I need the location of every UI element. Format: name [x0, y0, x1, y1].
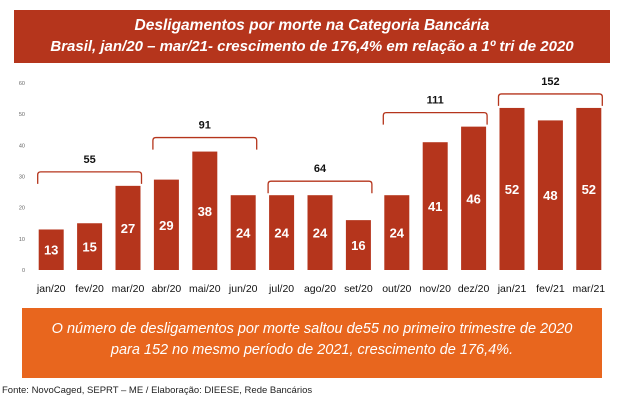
chart-title-banner: Desligamentos por morte na Categoria Ban…: [14, 10, 610, 63]
bar: [537, 120, 563, 271]
bar-value-label: 41: [428, 199, 442, 214]
bar-value-label: 48: [543, 188, 557, 203]
bar-value-label: 13: [44, 243, 58, 258]
y-tick-label: 0: [22, 268, 25, 274]
x-tick-label: set/20: [344, 283, 373, 295]
bar: [576, 107, 602, 270]
bar: [307, 195, 333, 270]
quarter-total-label: 111: [427, 95, 444, 107]
bar: [153, 179, 179, 270]
bar: [422, 142, 448, 270]
bar: [345, 220, 371, 270]
bar: [38, 229, 64, 270]
y-tick-label: 40: [19, 143, 25, 149]
y-tick-label: 30: [19, 175, 25, 181]
bar: [461, 126, 487, 270]
bar-value-label: 24: [274, 226, 289, 241]
quarter-total-label: 55: [83, 154, 95, 166]
summary-line-1: O número de desligamentos por morte salt…: [51, 321, 573, 337]
x-tick-label: dez/20: [458, 283, 490, 295]
x-tick-label: jul/20: [268, 283, 294, 295]
bar-value-label: 16: [351, 238, 365, 253]
bar: [384, 195, 410, 270]
bar-value-label: 52: [582, 182, 596, 197]
source-note: Fonte: NovoCaged, SEPRT – ME / Elaboraçã…: [2, 385, 313, 396]
bar-value-label: 29: [159, 218, 173, 233]
bar-value-label: 27: [121, 221, 135, 236]
y-tick-label: 50: [19, 112, 25, 118]
bar: [192, 151, 218, 270]
x-tick-label: mai/20: [189, 283, 221, 295]
bar-value-label: 46: [466, 191, 480, 206]
bar: [269, 195, 295, 270]
bar: [77, 223, 103, 270]
bar-value-label: 24: [236, 226, 251, 241]
bar-value-label: 15: [82, 240, 96, 255]
quarter-bracket: [497, 93, 603, 106]
x-tick-label: out/20: [382, 283, 411, 295]
bar: [115, 185, 141, 270]
x-tick-label: fev/21: [536, 283, 565, 295]
summary-line-2: para 152 no mesmo período de 2021, cresc…: [110, 342, 514, 358]
quarter-total-label: 91: [199, 120, 211, 132]
bar-value-label: 52: [505, 182, 519, 197]
chart-title: Desligamentos por morte na Categoria Ban…: [134, 17, 490, 34]
quarter-total-label: 64: [314, 163, 327, 175]
quarter-bracket: [152, 136, 258, 150]
x-tick-label: jan/21: [497, 283, 527, 295]
x-tick-label: mar/20: [112, 283, 145, 295]
y-tick-label: 60: [19, 81, 25, 87]
summary-note: O número de desligamentos por morte salt…: [22, 308, 602, 378]
x-tick-label: nov/20: [419, 283, 451, 295]
bar-value-label: 24: [390, 226, 405, 241]
x-tick-label: ago/20: [304, 283, 336, 295]
x-tick-label: jun/20: [228, 283, 258, 295]
x-tick-label: jan/20: [36, 283, 66, 295]
y-tick-label: 20: [19, 206, 25, 212]
quarter-bracket: [267, 180, 373, 194]
quarter-bracket: [37, 171, 143, 184]
chart-subtitle: Brasil, jan/20 – mar/21- crescimento de …: [50, 38, 574, 55]
bar: [499, 107, 525, 270]
bar-chart: 0 10 20 30 40 50 60 13 jan/20 15 fev/20 27 mar/20 29 a…: [19, 76, 605, 295]
x-tick-label: fev/20: [75, 283, 104, 295]
bar-value-label: 38: [198, 204, 212, 219]
quarter-bracket: [382, 111, 488, 125]
quarter-total-label: 152: [541, 76, 559, 88]
x-tick-label: abr/20: [152, 283, 182, 295]
y-tick-label: 10: [19, 237, 25, 243]
bar: [230, 195, 256, 270]
x-tick-label: mar/21: [572, 283, 605, 295]
bar-value-label: 24: [313, 226, 328, 241]
